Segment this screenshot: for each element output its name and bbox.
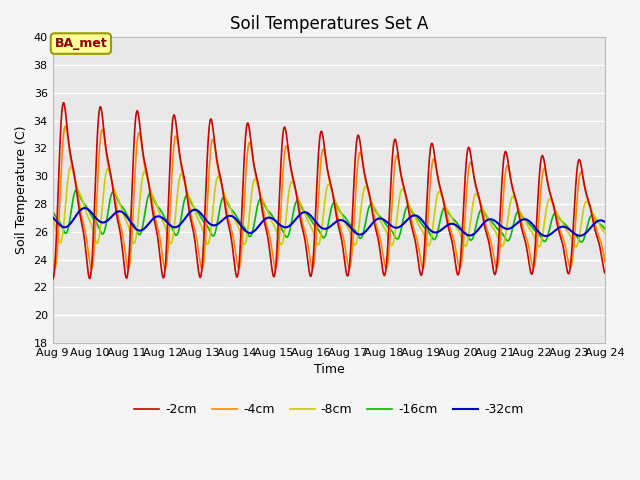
-2cm [285,152,292,157]
-16cm [112,192,120,198]
-2cm [49,276,57,282]
-2cm [145,182,153,188]
-16cm [49,208,56,214]
-2cm [602,270,609,276]
-32cm [49,215,56,220]
-2cm [261,221,269,227]
-8cm [112,191,120,196]
-32cm [81,205,88,211]
-4cm [531,260,539,265]
-2cm [531,244,539,250]
-4cm [112,202,120,207]
-16cm [72,187,80,193]
-16cm [145,192,152,198]
-4cm [285,153,292,158]
-4cm [261,215,269,221]
X-axis label: Time: Time [314,363,344,376]
-2cm [49,276,56,282]
-32cm [591,220,598,226]
-8cm [602,230,609,236]
-2cm [60,100,67,106]
-8cm [145,181,152,187]
-16cm [261,203,269,208]
Legend: -2cm, -4cm, -8cm, -16cm, -32cm: -2cm, -4cm, -8cm, -16cm, -32cm [129,398,529,421]
-8cm [49,216,56,222]
Line: -2cm: -2cm [52,103,605,279]
Line: -32cm: -32cm [52,208,605,236]
-2cm [112,209,120,215]
-32cm [531,225,539,230]
-16cm [602,226,609,232]
-16cm [577,239,585,245]
-32cm [112,210,120,216]
-8cm [572,244,580,250]
-16cm [285,232,292,238]
-4cm [61,123,69,129]
-16cm [531,228,539,234]
-8cm [261,201,269,206]
-16cm [591,215,598,220]
-8cm [67,164,75,169]
-4cm [145,181,153,187]
Line: -4cm: -4cm [52,126,605,269]
-4cm [49,258,56,264]
-4cm [51,266,58,272]
Line: -8cm: -8cm [52,167,605,247]
-4cm [591,220,598,226]
Title: Soil Temperatures Set A: Soil Temperatures Set A [230,15,428,33]
-8cm [591,214,598,219]
Text: BA_met: BA_met [54,37,108,50]
-2cm [591,226,598,231]
-32cm [145,221,152,227]
-32cm [261,216,269,222]
-8cm [285,191,292,197]
-32cm [542,233,550,239]
-8cm [531,236,539,241]
-32cm [285,224,292,229]
Y-axis label: Soil Temperature (C): Soil Temperature (C) [15,126,28,254]
-32cm [602,219,609,225]
-4cm [602,259,609,265]
Line: -16cm: -16cm [52,190,605,242]
